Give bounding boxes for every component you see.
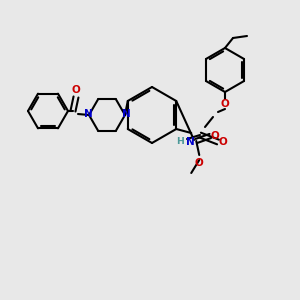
Text: N: N [186,137,194,147]
Text: O: O [219,137,227,147]
Text: O: O [211,131,220,141]
Text: O: O [195,158,204,168]
Text: N: N [122,109,130,119]
Text: O: O [72,85,80,95]
Text: N: N [84,109,92,119]
Text: H: H [176,137,184,146]
Text: O: O [220,99,230,109]
